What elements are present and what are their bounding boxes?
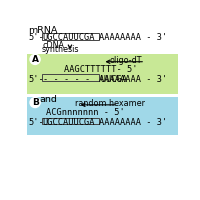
- Text: cDNA: cDNA: [42, 41, 64, 50]
- Circle shape: [30, 98, 40, 108]
- Text: and: and: [39, 95, 57, 104]
- FancyBboxPatch shape: [27, 97, 178, 135]
- Text: AAAAAAAA - 3': AAAAAAAA - 3': [99, 33, 168, 42]
- Text: A: A: [32, 55, 39, 64]
- FancyBboxPatch shape: [27, 54, 178, 94]
- Text: oligo-dT: oligo-dT: [110, 56, 142, 65]
- Text: 5'-: 5'-: [28, 75, 44, 84]
- Text: synthesis: synthesis: [42, 45, 80, 54]
- Text: UGCCAUUCGA: UGCCAUUCGA: [43, 33, 95, 42]
- Text: mRNA: mRNA: [28, 26, 57, 35]
- Circle shape: [30, 54, 40, 64]
- Text: random hexamer: random hexamer: [75, 99, 145, 108]
- Text: 5'-: 5'-: [28, 33, 44, 42]
- Text: - - - - -  UUCGA: - - - - - UUCGA: [43, 75, 127, 84]
- Text: ACGnnnnnnn - 5': ACGnnnnnnn - 5': [46, 108, 125, 117]
- Text: UGCCAUUCGA: UGCCAUUCGA: [43, 118, 95, 127]
- Text: AAAAAAAA - 3': AAAAAAAA - 3': [99, 118, 168, 127]
- Text: B: B: [32, 98, 39, 107]
- Text: 5'-: 5'-: [28, 118, 44, 127]
- Text: AAAAAAAA - 3': AAAAAAAA - 3': [99, 75, 168, 84]
- Text: AAGCTTTTTT- 5': AAGCTTTTTT- 5': [64, 65, 137, 74]
